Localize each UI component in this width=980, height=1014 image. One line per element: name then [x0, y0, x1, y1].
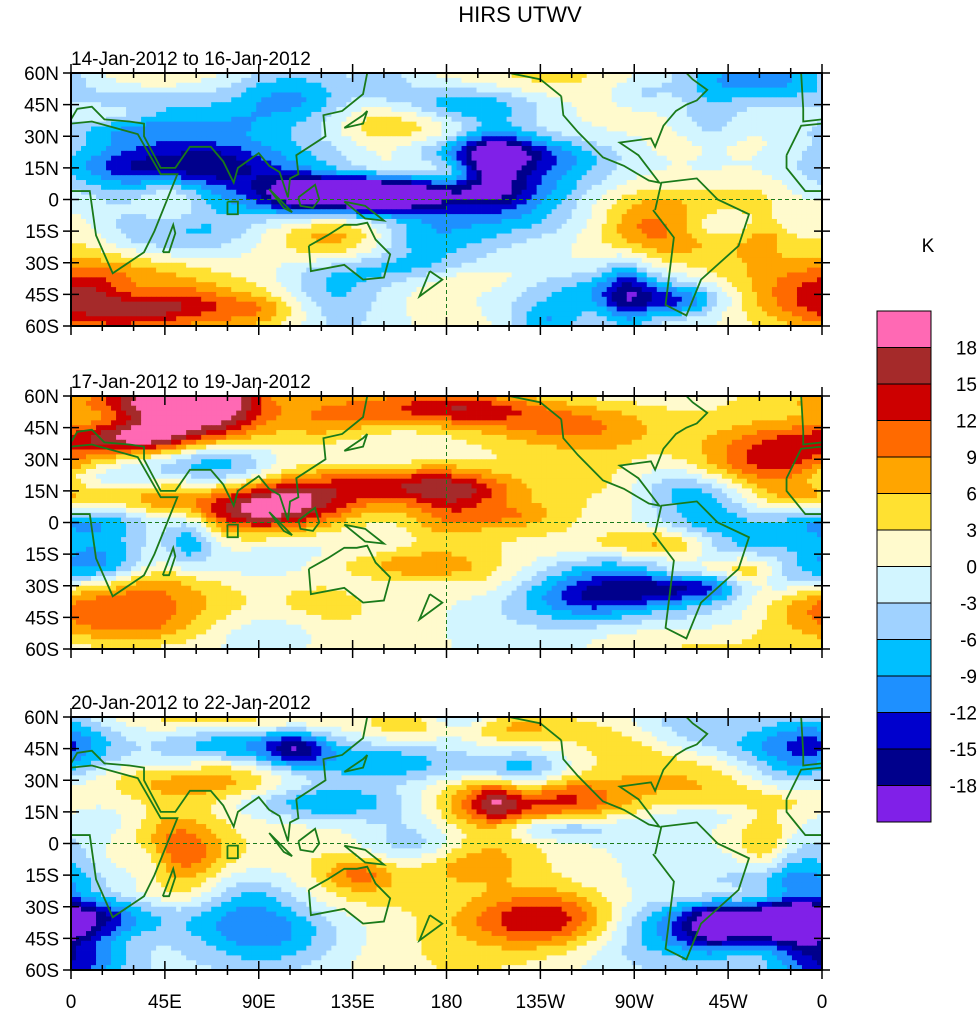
lat-tick-label: 45S	[25, 929, 59, 950]
colorbar-label: 12	[956, 412, 977, 433]
map-panel-1: 60N 45N 30N 15N 0 15S 30S 45S 60S 14-Jan-2012 to …	[24, 49, 830, 338]
lon-tick-label: 45W	[709, 992, 748, 1013]
colorbar-label: -12	[950, 704, 977, 725]
colorbar-swatch	[876, 347, 932, 385]
lat-tick-label: 30S	[25, 577, 59, 598]
lat-tick-label: 15S	[25, 222, 59, 243]
lat-tick-label: 0	[48, 191, 59, 212]
coastlines	[71, 717, 822, 961]
lon-tick-label: 135W	[516, 992, 566, 1013]
lat-tick-label: 45N	[24, 96, 59, 117]
map-panel-3: 60N 45N 30N 15N 0 15S 30S 45S 60S 20-Jan-2012 to …	[24, 693, 830, 982]
colorbar: K 18 15 12 9 6 3 0 -3 -6 -9 -12 -15 -18	[876, 236, 977, 823]
lat-tick-label: 30N	[24, 771, 59, 792]
lon-tick-label: 0	[66, 992, 77, 1013]
figure-title: HIRS UTWV	[458, 2, 582, 27]
panel-title: 20-Jan-2012 to 22-Jan-2012	[71, 693, 311, 714]
colorbar-label: 6	[966, 485, 977, 506]
anomaly-field	[71, 73, 822, 326]
colorbar-label: 15	[956, 375, 977, 396]
colorbar-label: -18	[950, 777, 977, 798]
colorbar-swatch	[876, 456, 932, 494]
lat-tick-label: 15S	[25, 545, 59, 566]
lat-tick-label: 15S	[25, 866, 59, 887]
lon-tick-label: 90W	[615, 992, 654, 1013]
colorbar-swatch	[876, 529, 932, 567]
lat-tick-label: 30S	[25, 898, 59, 919]
lat-tick-label: 60N	[24, 64, 59, 85]
lat-tick-label: 0	[48, 835, 59, 856]
colorbar-swatch	[876, 785, 932, 823]
colorbar-label: -9	[960, 667, 977, 688]
lat-tick-label: 60S	[25, 640, 59, 661]
colorbar-label: 9	[966, 448, 977, 469]
colorbar-swatch	[876, 639, 932, 677]
lat-tick-label: 60N	[24, 708, 59, 729]
colorbar-label: -3	[960, 594, 977, 615]
colorbar-swatch	[876, 748, 932, 786]
colorbar-swatch	[876, 566, 932, 604]
coastlines	[71, 73, 822, 317]
lat-tick-label: 15N	[24, 803, 59, 824]
colorbar-label: 3	[966, 521, 977, 542]
lat-tick-label: 15N	[24, 159, 59, 180]
lat-tick-label: 30N	[24, 127, 59, 148]
lat-tick-label: 60N	[24, 387, 59, 408]
colorbar-label: 0	[966, 558, 977, 579]
lon-tick-label: 135E	[330, 992, 374, 1013]
colorbar-swatch	[876, 602, 932, 640]
lat-tick-label: 45S	[25, 608, 59, 629]
lat-tick-label: 30S	[25, 254, 59, 275]
colorbar-label: -6	[960, 631, 977, 652]
lat-tick-label: 30N	[24, 450, 59, 471]
lat-tick-label: 15N	[24, 482, 59, 503]
panel-title: 14-Jan-2012 to 16-Jan-2012	[71, 49, 311, 70]
lat-tick-label: 45N	[24, 419, 59, 440]
colorbar-swatch	[876, 493, 932, 531]
lat-tick-label: 60S	[25, 317, 59, 338]
lat-tick-label: 0	[48, 514, 59, 535]
map-panel-2: 60N 45N 30N 15N 0 15S 30S 45S 60S 17-Jan-2012 to …	[24, 372, 830, 661]
colorbar-swatch	[876, 675, 932, 713]
lat-tick-label: 45S	[25, 285, 59, 306]
colorbar-swatch	[876, 712, 932, 750]
coastlines	[71, 396, 822, 640]
lat-tick-label: 45N	[24, 740, 59, 761]
colorbar-label: 18	[956, 339, 977, 360]
colorbar-unit: K	[922, 236, 935, 257]
lon-tick-label: 90E	[242, 992, 276, 1013]
lon-tick-label: 180	[431, 992, 463, 1013]
lat-tick-label: 60S	[25, 961, 59, 982]
colorbar-label: -15	[950, 740, 977, 761]
anomaly-field	[71, 396, 822, 649]
colorbar-swatch	[876, 383, 932, 421]
lon-tick-label: 45E	[148, 992, 182, 1013]
colorbar-swatch	[876, 420, 932, 458]
colorbar-swatch	[876, 310, 932, 348]
lon-tick-label: 0	[817, 992, 828, 1013]
panel-title: 17-Jan-2012 to 19-Jan-2012	[71, 372, 311, 393]
